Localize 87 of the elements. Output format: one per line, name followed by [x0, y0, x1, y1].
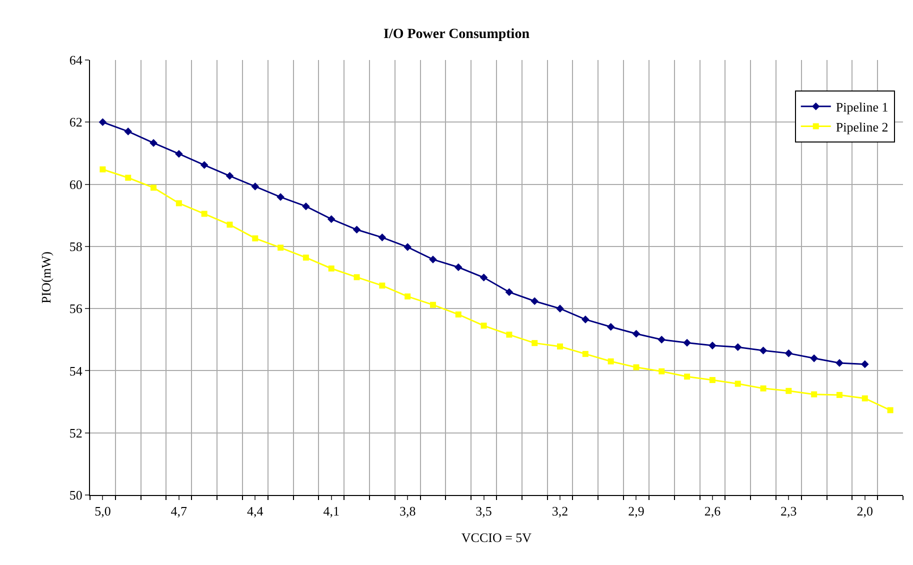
point — [683, 338, 691, 347]
point — [684, 374, 690, 380]
point — [760, 385, 766, 392]
point — [887, 407, 894, 414]
point — [404, 293, 411, 300]
point — [530, 297, 539, 306]
point — [430, 302, 436, 308]
point — [201, 210, 208, 217]
x-tick-label: 2,0 — [856, 504, 874, 519]
x-tick-label: 5,0 — [94, 504, 111, 519]
point — [786, 388, 792, 394]
y-tick-label: 60 — [69, 176, 82, 192]
y-tick-label: 50 — [69, 488, 82, 503]
point — [100, 166, 106, 172]
point — [328, 265, 334, 272]
point — [98, 118, 107, 126]
point — [302, 254, 309, 261]
legend-label: Pipeline 2 — [836, 119, 888, 134]
point — [860, 360, 869, 368]
point — [811, 391, 818, 398]
point — [582, 350, 588, 357]
y-tick-label: 62 — [69, 114, 82, 130]
point — [302, 202, 310, 210]
point — [506, 332, 512, 338]
point — [176, 200, 182, 206]
point — [505, 288, 514, 296]
point — [480, 322, 487, 329]
y-tick-label: 54 — [69, 363, 83, 378]
point — [379, 282, 386, 289]
point — [759, 346, 768, 354]
point — [784, 349, 793, 358]
point — [862, 395, 868, 402]
point — [150, 184, 157, 191]
x-axis-title: VCCIO = 5V — [461, 530, 532, 546]
point — [455, 311, 462, 318]
y-tick-label: 64 — [69, 52, 83, 68]
point — [708, 342, 716, 350]
point — [125, 174, 132, 181]
point — [378, 234, 386, 242]
x-tick-label: 2,6 — [704, 504, 722, 519]
point — [556, 304, 564, 312]
point — [124, 128, 132, 136]
point — [582, 316, 590, 324]
chart-title: I/O Power Consumption — [384, 27, 530, 42]
point — [658, 336, 666, 344]
point — [557, 343, 564, 350]
x-tick-label: 3,8 — [399, 504, 416, 519]
point — [278, 244, 284, 251]
legend-label: Pipeline 1 — [836, 99, 888, 114]
x-tick-label: 3,2 — [552, 504, 568, 519]
y-tick-label: 58 — [69, 238, 82, 254]
point — [352, 226, 361, 234]
point — [632, 330, 640, 338]
point — [734, 380, 741, 387]
point — [836, 392, 842, 398]
point — [226, 172, 234, 180]
point — [810, 354, 818, 362]
point — [633, 364, 640, 370]
x-tick-label: 2,3 — [780, 504, 797, 519]
x-tick-label: 2,9 — [628, 504, 644, 519]
point — [175, 150, 183, 158]
point — [150, 139, 158, 147]
y-tick-label: 52 — [69, 425, 82, 440]
point — [658, 368, 665, 374]
point — [354, 274, 360, 280]
point — [252, 235, 258, 242]
point — [327, 215, 336, 223]
x-tick-label: 4,4 — [247, 504, 264, 519]
point — [251, 182, 260, 190]
point — [276, 193, 284, 201]
x-tick-label: 3,5 — [476, 504, 492, 519]
point — [200, 161, 208, 169]
point — [608, 358, 614, 364]
point — [226, 222, 233, 228]
y-axis-title: PIO(mW) — [38, 252, 54, 304]
point — [404, 243, 412, 251]
point — [734, 343, 742, 351]
point — [454, 263, 462, 272]
point — [606, 323, 615, 331]
point — [532, 340, 538, 346]
point — [429, 256, 437, 264]
x-tick-label: 4,7 — [170, 504, 188, 519]
point — [836, 359, 844, 367]
y-tick-label: 56 — [69, 301, 83, 316]
point — [480, 274, 488, 282]
point — [709, 377, 716, 384]
x-tick-label: 4,1 — [323, 504, 340, 519]
